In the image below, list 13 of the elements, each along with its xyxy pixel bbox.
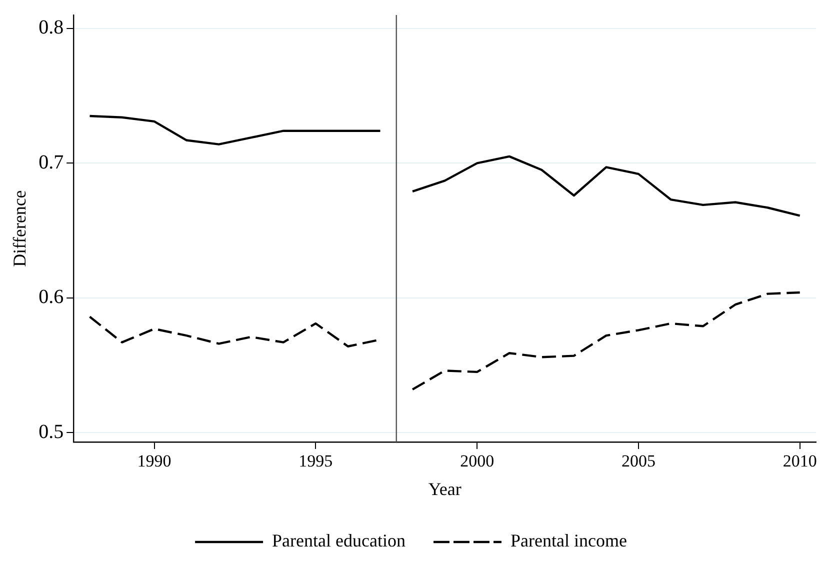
y-tick-label: 0.8	[38, 16, 64, 39]
x-tick-label: 2010	[782, 452, 817, 471]
y-axis-title: Difference	[10, 190, 30, 267]
x-tick-label: 1990	[137, 452, 172, 471]
x-axis-title: Year	[428, 478, 462, 499]
x-tick-label: 2000	[460, 452, 494, 471]
y-tick-label: 0.7	[38, 151, 64, 174]
y-tick-label: 0.6	[38, 286, 64, 308]
x-tick-label: 1995	[298, 452, 333, 471]
x-tick-label: 2005	[621, 452, 656, 471]
legend-label: Parental income	[510, 530, 627, 551]
y-tick-label: 0.5	[38, 420, 64, 443]
legend-label: Parental education	[272, 530, 406, 551]
